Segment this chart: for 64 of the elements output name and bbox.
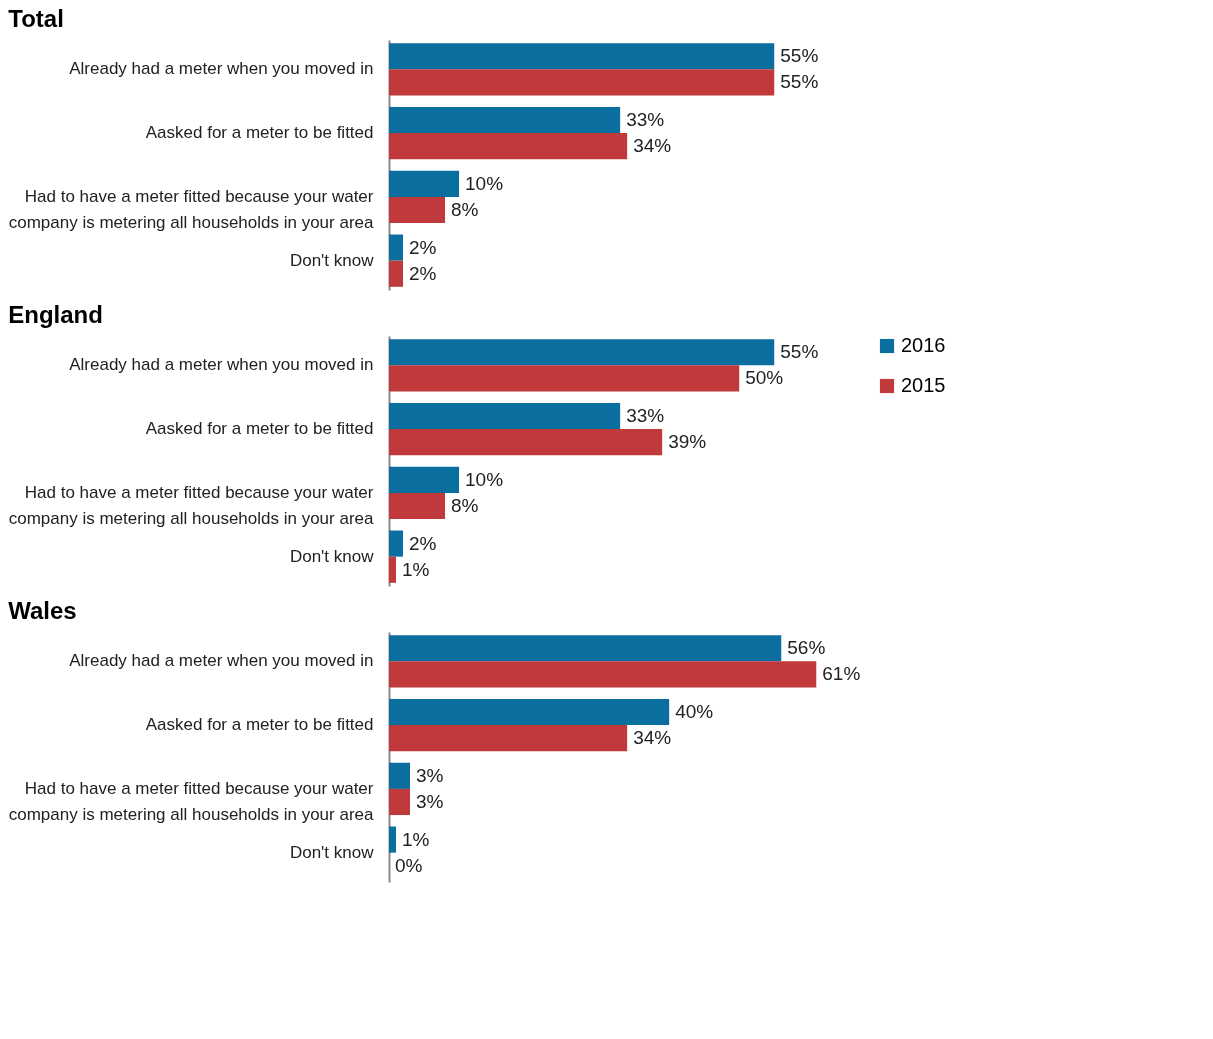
data-label: 40% [675,701,714,723]
y-tick-label: Already had a meter when you moved in [69,59,374,79]
data-label: 55% [780,71,819,93]
bar [389,402,621,430]
data-label: 2% [409,236,437,258]
y-tick-label: Had to have a meter fitted because your water company is metering all households in your area [8,482,375,528]
data-label: 39% [668,431,707,453]
bar [389,556,396,583]
y-tick-label: Don't know [289,546,375,566]
y-tick-label: Don't know [289,250,375,270]
data-label: 8% [451,198,479,220]
y-tick-label: Already had a meter when you moved in [69,651,374,671]
bar [389,106,621,134]
bar [389,661,817,688]
bar [389,635,782,662]
bar [389,466,460,493]
data-label: 33% [626,405,665,427]
bar [389,698,670,726]
data-label: 3% [416,790,444,812]
y-tick-label: Had to have a meter fitted because your water company is metering all households in your area [8,186,375,232]
data-label: 0% [395,854,423,876]
data-label: 55% [780,341,819,363]
data-label: 3% [416,764,444,786]
bar [389,196,446,224]
data-label: 56% [787,637,826,659]
data-label: 2% [409,532,437,554]
data-label: 8% [451,494,479,516]
y-tick-label: Aasked for a meter to be fitted [145,419,374,439]
data-label: 10% [465,172,504,194]
bar [389,492,446,520]
bar [389,826,396,853]
bar [389,762,411,789]
text: Total [8,5,64,32]
data-label: 50% [745,367,784,389]
y-tick-label: Already had a meter when you moved in [69,355,374,375]
bar [389,530,404,557]
legend-label: 2016 [901,334,946,356]
bar [389,170,460,197]
data-label: 1% [402,558,430,580]
bar [389,725,628,752]
bar [389,69,775,96]
bar [389,260,404,287]
y-tick-label: Had to have a meter fitted because your water company is metering all households in your area [8,778,375,824]
bar [389,43,775,70]
data-label: 55% [780,45,819,67]
data-label: 61% [822,663,861,685]
data-label: 2% [409,262,437,284]
bar [389,788,411,816]
data-label: 10% [465,468,504,490]
text: England [8,301,103,328]
bar [389,365,740,392]
bar [389,234,404,261]
bar [389,133,628,160]
y-tick-label: Aasked for a meter to be fitted [145,123,374,143]
text: Wales [8,597,77,624]
y-tick-label: Aasked for a meter to be fitted [145,715,374,735]
legend-label: 2015 [901,374,946,396]
bar [389,339,775,366]
bar [389,429,663,456]
data-label: 34% [633,727,672,749]
data-label: 34% [633,135,672,157]
data-label: 1% [402,828,430,850]
y-tick-label: Don't know [289,842,375,862]
data-label: 33% [626,109,665,131]
